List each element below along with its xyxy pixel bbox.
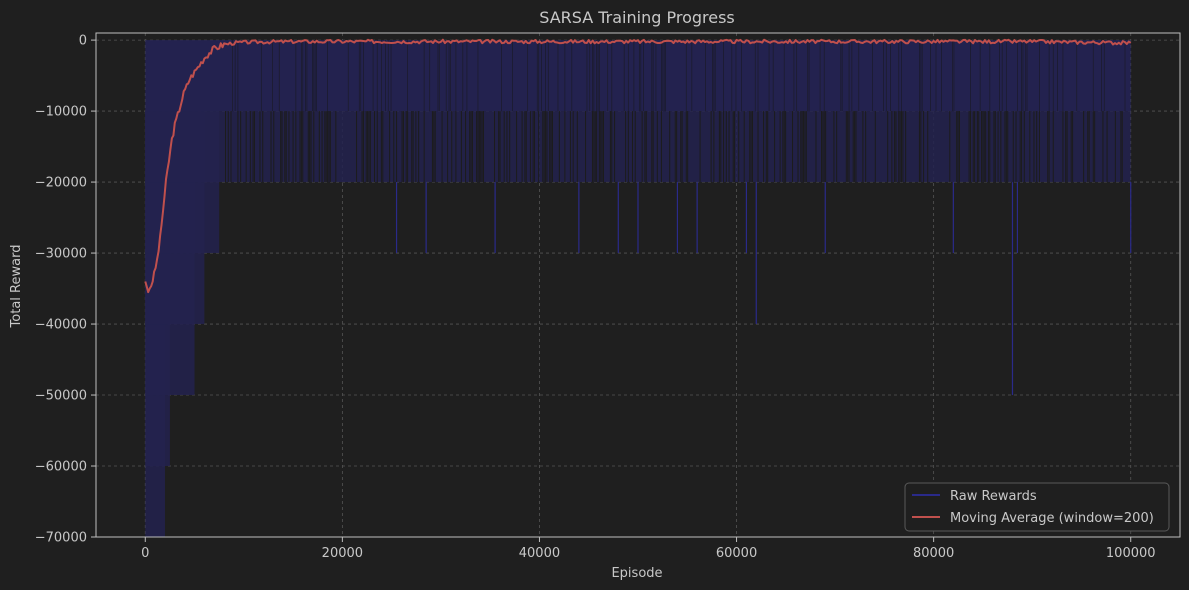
x-tick-label-5: 100000 [1106, 546, 1156, 561]
y-tick-label-0: 0 [79, 34, 87, 49]
x-axis-label: Episode [611, 566, 662, 581]
y-tick-label-5: −50000 [35, 389, 87, 404]
x-tick-label-2: 40000 [519, 546, 560, 561]
y-tick-label-7: −70000 [35, 531, 87, 546]
plot-frame [95, 32, 1181, 538]
x-tick-label-1: 20000 [322, 546, 363, 561]
chart-title: SARSA Training Progress [539, 8, 735, 27]
legend: Raw Rewards Moving Average (window=200) [904, 482, 1170, 532]
x-tick-label-4: 80000 [913, 546, 954, 561]
legend-box [904, 482, 1170, 532]
moving-average-line [144, 38, 1132, 294]
x-tick-label-0: 0 [141, 546, 149, 561]
y-tick-label-1: −10000 [35, 105, 87, 120]
y-tick-label-3: −30000 [35, 247, 87, 262]
y-tick-label-4: −40000 [35, 318, 87, 333]
raw-rewards-series [145, 40, 1132, 538]
moving-average-series [144, 38, 1132, 294]
y-tick-label-2: −20000 [35, 176, 87, 191]
legend-label-moving-average: Moving Average (window=200) [950, 511, 1154, 526]
axes [95, 32, 1181, 538]
x-axis-ticks: 0 20000 40000 60000 80000 100000 [141, 537, 1156, 561]
legend-label-raw-rewards: Raw Rewards [950, 489, 1037, 504]
raw-rewards-band-top [145, 40, 1131, 112]
y-axis-ticks: 0 −10000 −20000 −30000 −40000 −50000 −60000 −70… [35, 34, 96, 546]
y-axis-label: Total Reward [9, 245, 24, 329]
x-tick-label-3: 60000 [716, 546, 757, 561]
y-tick-label-6: −60000 [35, 460, 87, 475]
